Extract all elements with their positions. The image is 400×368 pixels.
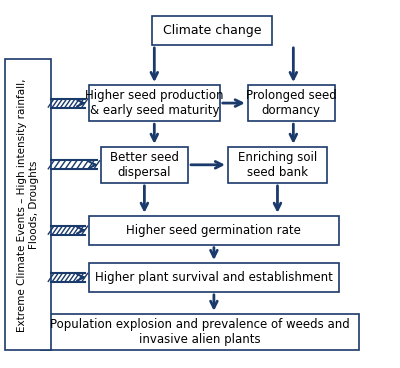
Text: Climate change: Climate change	[163, 24, 261, 37]
Text: Higher plant survival and establishment: Higher plant survival and establishment	[95, 271, 333, 284]
FancyBboxPatch shape	[89, 216, 339, 245]
Text: Higher seed germination rate: Higher seed germination rate	[126, 224, 301, 237]
FancyBboxPatch shape	[248, 85, 335, 121]
FancyBboxPatch shape	[152, 16, 272, 45]
Text: Enriching soil
seed bank: Enriching soil seed bank	[238, 151, 317, 179]
FancyBboxPatch shape	[89, 263, 339, 292]
Text: Better seed
dispersal: Better seed dispersal	[110, 151, 179, 179]
FancyBboxPatch shape	[101, 147, 188, 183]
Text: Prolonged seed
dormancy: Prolonged seed dormancy	[246, 89, 337, 117]
FancyBboxPatch shape	[228, 147, 327, 183]
Text: Population explosion and prevalence of weeds and
invasive alien plants: Population explosion and prevalence of w…	[50, 318, 350, 346]
Text: Higher seed production
& early seed maturity: Higher seed production & early seed matu…	[85, 89, 224, 117]
FancyBboxPatch shape	[89, 85, 220, 121]
Text: Extreme Climate Events – High intensity rainfall,
Floods, Droughts: Extreme Climate Events – High intensity …	[18, 78, 39, 332]
FancyBboxPatch shape	[41, 314, 359, 350]
FancyBboxPatch shape	[5, 60, 51, 350]
